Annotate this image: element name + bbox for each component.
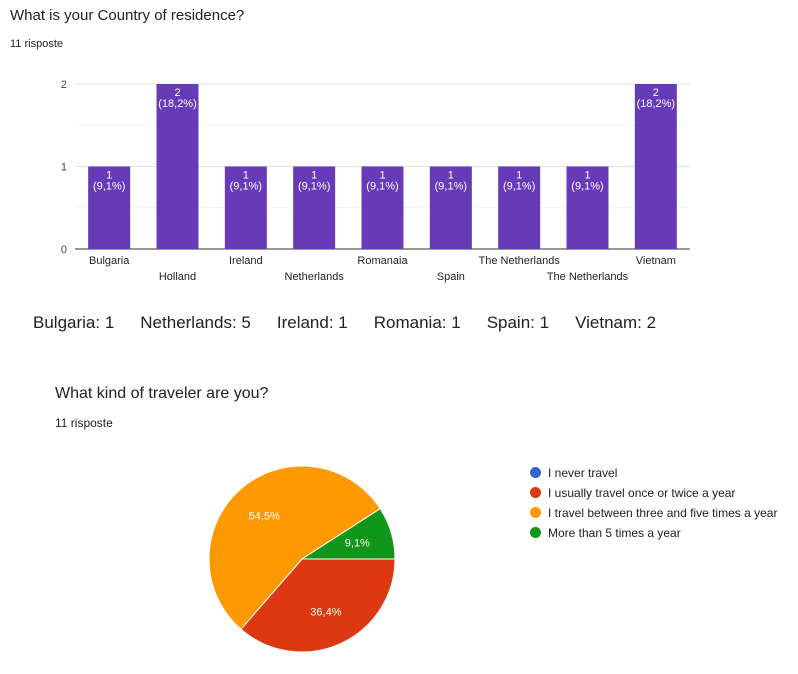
legend-label: More than 5 times a year [548, 526, 681, 540]
bar-data-label: 1 (9,1%) [230, 170, 262, 193]
y-tick-label: 2 [61, 79, 67, 91]
bar [156, 84, 199, 249]
x-tick-label: Holland [159, 271, 196, 283]
y-tick-label: 0 [61, 244, 67, 256]
question-1-title: What is your Country of residence? [10, 7, 245, 24]
x-tick-label: The Netherlands [479, 255, 561, 267]
x-tick-label: Spain [437, 271, 465, 283]
x-tick-label: Vietnam [636, 255, 676, 267]
bar-data-label: 2 (18,2%) [637, 87, 676, 110]
legend-swatch [530, 527, 541, 538]
pie-legend: I never travel I usually travel once or t… [530, 465, 780, 545]
pie-data-label: 9,1% [345, 538, 370, 550]
pie-slice [240, 558, 396, 653]
summary-item: Netherlands: 5 [140, 313, 251, 332]
legend-label: I usually travel once or twice a year [548, 486, 736, 500]
country-summary: Bulgaria: 1 Netherlands: 5 Ireland: 1 Roman… [33, 313, 682, 333]
legend-item: I usually travel once or twice a year [530, 485, 780, 501]
summary-item: Spain: 1 [486, 313, 550, 332]
summary-item: Vietnam: 2 [575, 313, 657, 332]
legend-label: I travel between three and five times a … [548, 506, 778, 520]
y-tick-label: 1 [61, 162, 67, 174]
bar [566, 166, 609, 249]
traveler-pie-chart: 36,4% 54,5% 9,1% [208, 465, 396, 653]
bar [498, 166, 541, 249]
question-2-title: What kind of traveler are you? [55, 385, 269, 402]
country-bar-chart: 0 1 2 1 (9,1%) Bulgaria 2 (18,2%) Holland 1 (9,1%)… [61, 79, 690, 283]
bar [634, 84, 677, 249]
question-2-response-count: 11 risposte [55, 416, 113, 430]
legend-item: I never travel [530, 465, 780, 481]
legend-swatch [530, 507, 541, 518]
x-tick-label: Netherlands [285, 271, 345, 283]
legend-swatch [530, 467, 541, 478]
legend-swatch [530, 487, 541, 498]
bar [429, 166, 472, 249]
bar-data-label: 1 (9,1%) [93, 170, 125, 193]
bar [88, 166, 131, 249]
pie-data-label: 54,5% [249, 510, 280, 522]
bar-data-label: 2 (18,2%) [158, 87, 197, 110]
x-tick-label: Romanaia [357, 255, 408, 267]
bar [361, 166, 404, 249]
summary-item: Bulgaria: 1 [33, 313, 115, 332]
legend-label: I never travel [548, 466, 618, 480]
x-tick-label: Bulgaria [89, 255, 130, 267]
bar-data-label: 1 (9,1%) [503, 170, 535, 193]
legend-item: More than 5 times a year [530, 525, 780, 541]
pie-data-label: 36,4% [310, 606, 341, 618]
summary-item: Ireland: 1 [276, 313, 348, 332]
pie-slice [300, 507, 396, 560]
pie-slice [208, 465, 381, 630]
bar-data-label: 1 (9,1%) [571, 170, 603, 193]
legend-item: I travel between three and five times a … [530, 505, 780, 521]
bar [293, 166, 336, 249]
x-tick-label: Ireland [229, 255, 263, 267]
bar-data-label: 1 (9,1%) [298, 170, 330, 193]
question-1-response-count: 11 risposte [10, 38, 63, 50]
x-tick-label: The Netherlands [547, 271, 629, 283]
bar-data-label: 1 (9,1%) [435, 170, 467, 193]
bar [224, 166, 267, 249]
bar-data-label: 1 (9,1%) [366, 170, 398, 193]
summary-item: Romania: 1 [373, 313, 461, 332]
